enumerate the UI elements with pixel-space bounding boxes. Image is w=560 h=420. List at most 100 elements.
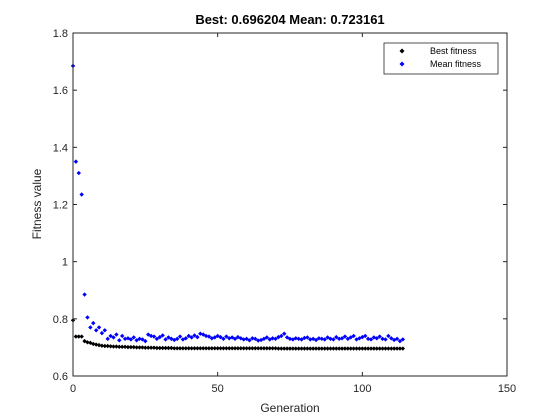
data-point <box>169 345 174 351</box>
data-point <box>264 335 270 340</box>
data-point <box>91 341 96 347</box>
data-point <box>293 336 298 341</box>
data-point <box>212 346 217 351</box>
data-point <box>131 335 136 340</box>
data-point <box>177 346 183 351</box>
data-point <box>102 328 108 333</box>
data-point <box>85 340 90 345</box>
legend-marker-mean <box>399 61 405 67</box>
data-point <box>389 346 394 351</box>
x-axis-label: Generation <box>260 401 319 415</box>
data-point <box>282 331 287 336</box>
data-point <box>91 320 96 326</box>
data-point <box>206 334 212 339</box>
data-point <box>316 346 322 351</box>
data-point <box>296 336 301 342</box>
data-point <box>166 345 171 351</box>
data-point <box>302 335 307 341</box>
y-ticks: 0.6 0.8 1 1.2 1.4 1.6 1.8 <box>53 28 507 383</box>
data-point <box>128 337 134 342</box>
data-point <box>102 343 108 349</box>
data-point <box>357 346 362 351</box>
data-point <box>198 331 203 336</box>
data-point <box>238 346 244 351</box>
data-point <box>154 336 160 342</box>
data-point <box>319 346 325 351</box>
data-point <box>282 346 287 351</box>
data-point <box>389 336 394 341</box>
plot-area <box>73 33 507 376</box>
data-point <box>183 346 189 351</box>
data-point <box>79 334 84 339</box>
x-tick-label: 50 <box>212 383 224 395</box>
data-point <box>334 334 339 340</box>
data-point <box>380 346 385 351</box>
data-point <box>232 336 238 342</box>
data-point <box>276 346 281 351</box>
data-point <box>241 337 246 342</box>
data-point <box>192 346 197 351</box>
data-point <box>368 337 374 342</box>
data-point <box>146 345 151 350</box>
data-point <box>386 333 391 339</box>
data-point <box>342 346 348 351</box>
data-point <box>122 336 128 342</box>
data-point <box>316 336 322 341</box>
data-point <box>400 346 406 351</box>
data-point <box>93 328 99 333</box>
data-point <box>273 346 278 351</box>
data-point <box>365 336 371 342</box>
data-point <box>322 346 327 351</box>
data-point <box>334 346 339 351</box>
data-point <box>363 333 368 339</box>
data-point <box>76 170 81 176</box>
data-point <box>319 336 325 342</box>
data-point <box>218 346 223 351</box>
data-point <box>339 346 345 351</box>
data-point <box>224 334 229 339</box>
data-point <box>305 346 310 351</box>
data-point <box>140 337 145 342</box>
data-point <box>328 346 333 351</box>
y-tick-label: 1 <box>62 257 68 269</box>
data-point <box>174 336 180 342</box>
y-tick-label: 0.6 <box>53 371 68 383</box>
data-point <box>229 346 235 351</box>
data-point <box>96 342 102 348</box>
data-point <box>383 346 388 351</box>
data-point <box>287 336 293 342</box>
data-point <box>331 346 336 351</box>
data-point <box>117 338 122 343</box>
data-point <box>244 346 249 351</box>
data-point <box>160 345 165 351</box>
data-point <box>192 333 197 338</box>
data-point <box>250 346 255 351</box>
data-point <box>253 346 258 351</box>
data-point <box>394 346 400 351</box>
y-tick-label: 0.8 <box>53 314 68 326</box>
data-point <box>287 346 293 351</box>
data-point <box>137 336 142 342</box>
data-point <box>342 334 348 339</box>
chart-title: Best: 0.696204 Mean: 0.723161 <box>195 12 384 27</box>
data-point <box>186 346 191 351</box>
data-point <box>157 345 162 351</box>
data-point <box>331 337 336 342</box>
data-point <box>76 334 81 339</box>
data-point <box>111 344 116 349</box>
data-point <box>128 344 134 350</box>
data-point <box>339 336 345 341</box>
data-point <box>114 344 119 349</box>
data-point <box>270 336 275 341</box>
y-axis-label: Fitness value <box>30 168 44 239</box>
data-point <box>290 346 296 351</box>
data-point <box>195 346 200 351</box>
data-point <box>279 333 284 339</box>
x-tick-label: 100 <box>353 383 371 395</box>
y-tick-label: 1.2 <box>53 200 68 212</box>
data-point <box>131 344 136 350</box>
data-point <box>383 337 388 342</box>
data-point <box>137 345 142 350</box>
data-point <box>374 336 379 341</box>
data-point <box>273 336 278 342</box>
